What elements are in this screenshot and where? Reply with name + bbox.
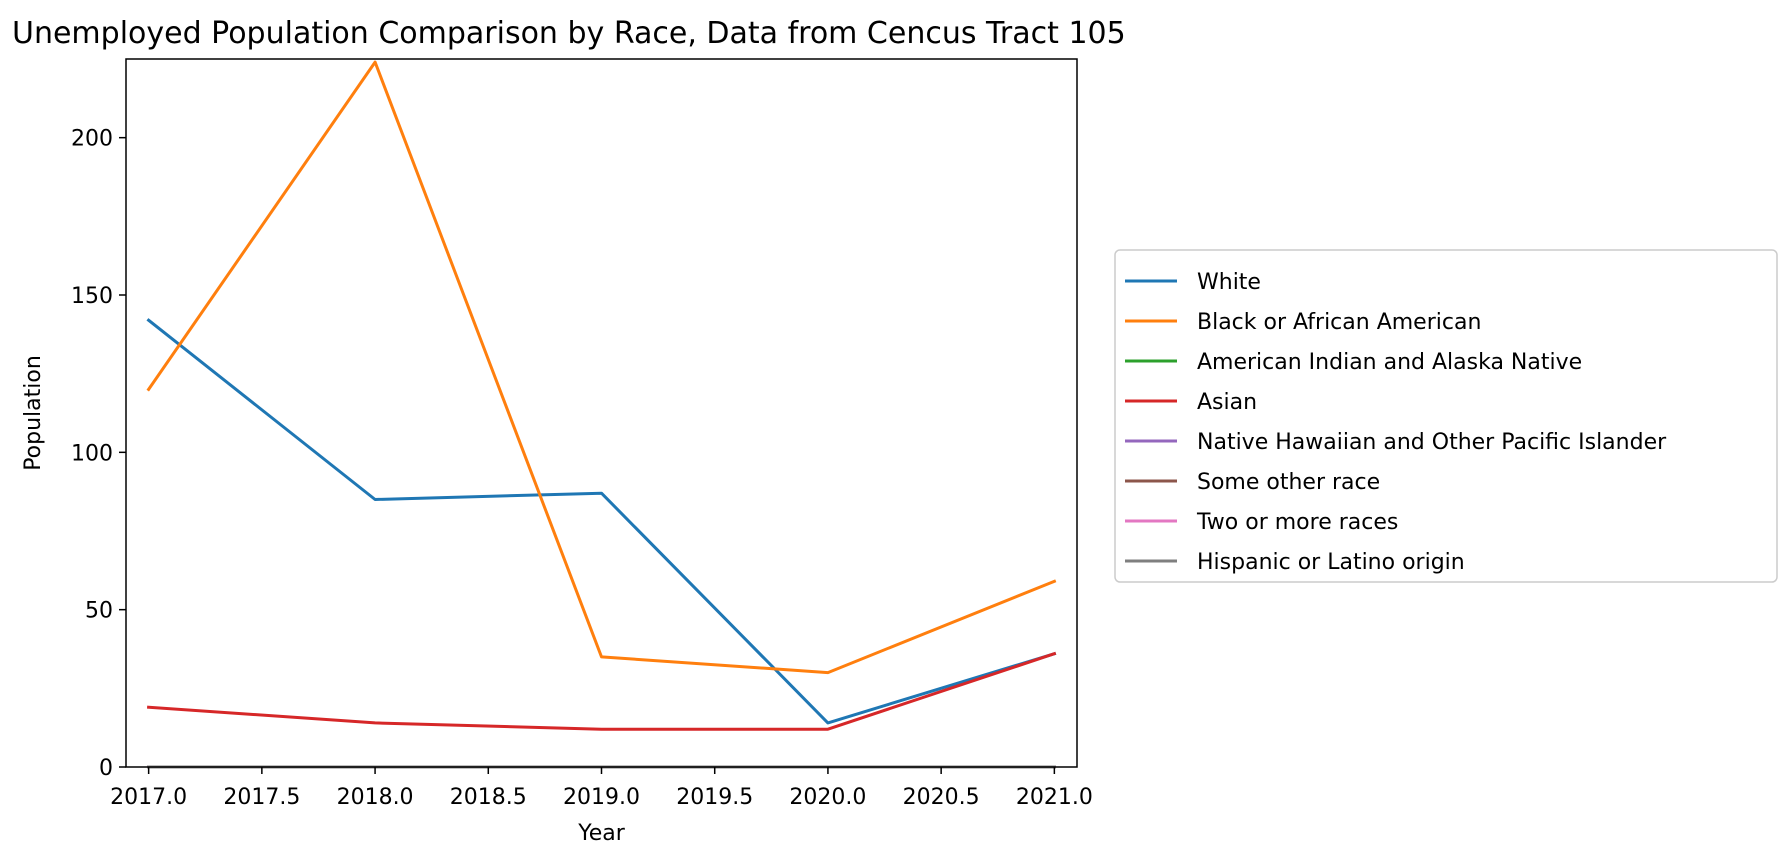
x-axis: 2017.0 2017.5 2018.0 2018.5 2019.0 2019.5 2020… [110,767,1093,810]
y-axis: 0 50 100 150 200 [71,127,126,781]
legend-item: Native Hawaiian and Other Pacific Island… [1125,430,1667,455]
x-axis-label: Year [577,821,626,846]
legend-label: Some other race [1197,470,1380,495]
legend-item: Hispanic or Latino origin [1125,550,1465,575]
legend-item: American Indian and Alaska Native [1125,350,1582,375]
legend-label: Hispanic or Latino origin [1197,550,1465,575]
legend-label: Asian [1197,390,1257,415]
legend-item: Some other race [1125,470,1380,495]
y-tick-label: 0 [99,756,113,781]
legend-label: Native Hawaiian and Other Pacific Island… [1197,430,1667,455]
x-tick-label: 2020.5 [903,785,980,810]
legend-label: American Indian and Alaska Native [1197,350,1582,375]
y-axis-label: Population [21,355,46,471]
x-tick-label: 2019.0 [563,785,640,810]
plot-frame [125,58,1078,768]
legend-label: Black or African American [1197,310,1481,335]
plot-lines [146,60,1057,769]
legend-label: White [1197,270,1261,295]
legend-item: Asian [1125,390,1257,415]
y-tick-label: 200 [71,127,113,152]
chart-title: Unemployed Population Comparison by Race… [12,16,1126,51]
legend-item: Two or more races [1125,510,1398,535]
legend-box [1114,249,1778,583]
y-tick-label: 150 [71,284,113,309]
legend-item: Black or African American [1125,310,1481,335]
legend: White Black or African American American I… [1114,249,1778,583]
x-tick-label: 2017.5 [223,785,300,810]
series-line-asian [146,651,1057,731]
legend-label: Two or more races [1196,510,1398,535]
series-line-black-or-african-american [146,60,1057,675]
x-tick-label: 2017.0 [110,785,187,810]
y-tick-label: 50 [85,599,113,624]
x-tick-label: 2019.5 [676,785,753,810]
x-tick-label: 2018.5 [450,785,527,810]
y-tick-label: 100 [71,441,113,466]
series-line-white [146,318,1057,725]
x-tick-label: 2018.0 [337,785,414,810]
legend-item: White [1125,270,1261,295]
x-tick-label: 2020.0 [789,785,866,810]
x-tick-label: 2021.0 [1016,785,1093,810]
